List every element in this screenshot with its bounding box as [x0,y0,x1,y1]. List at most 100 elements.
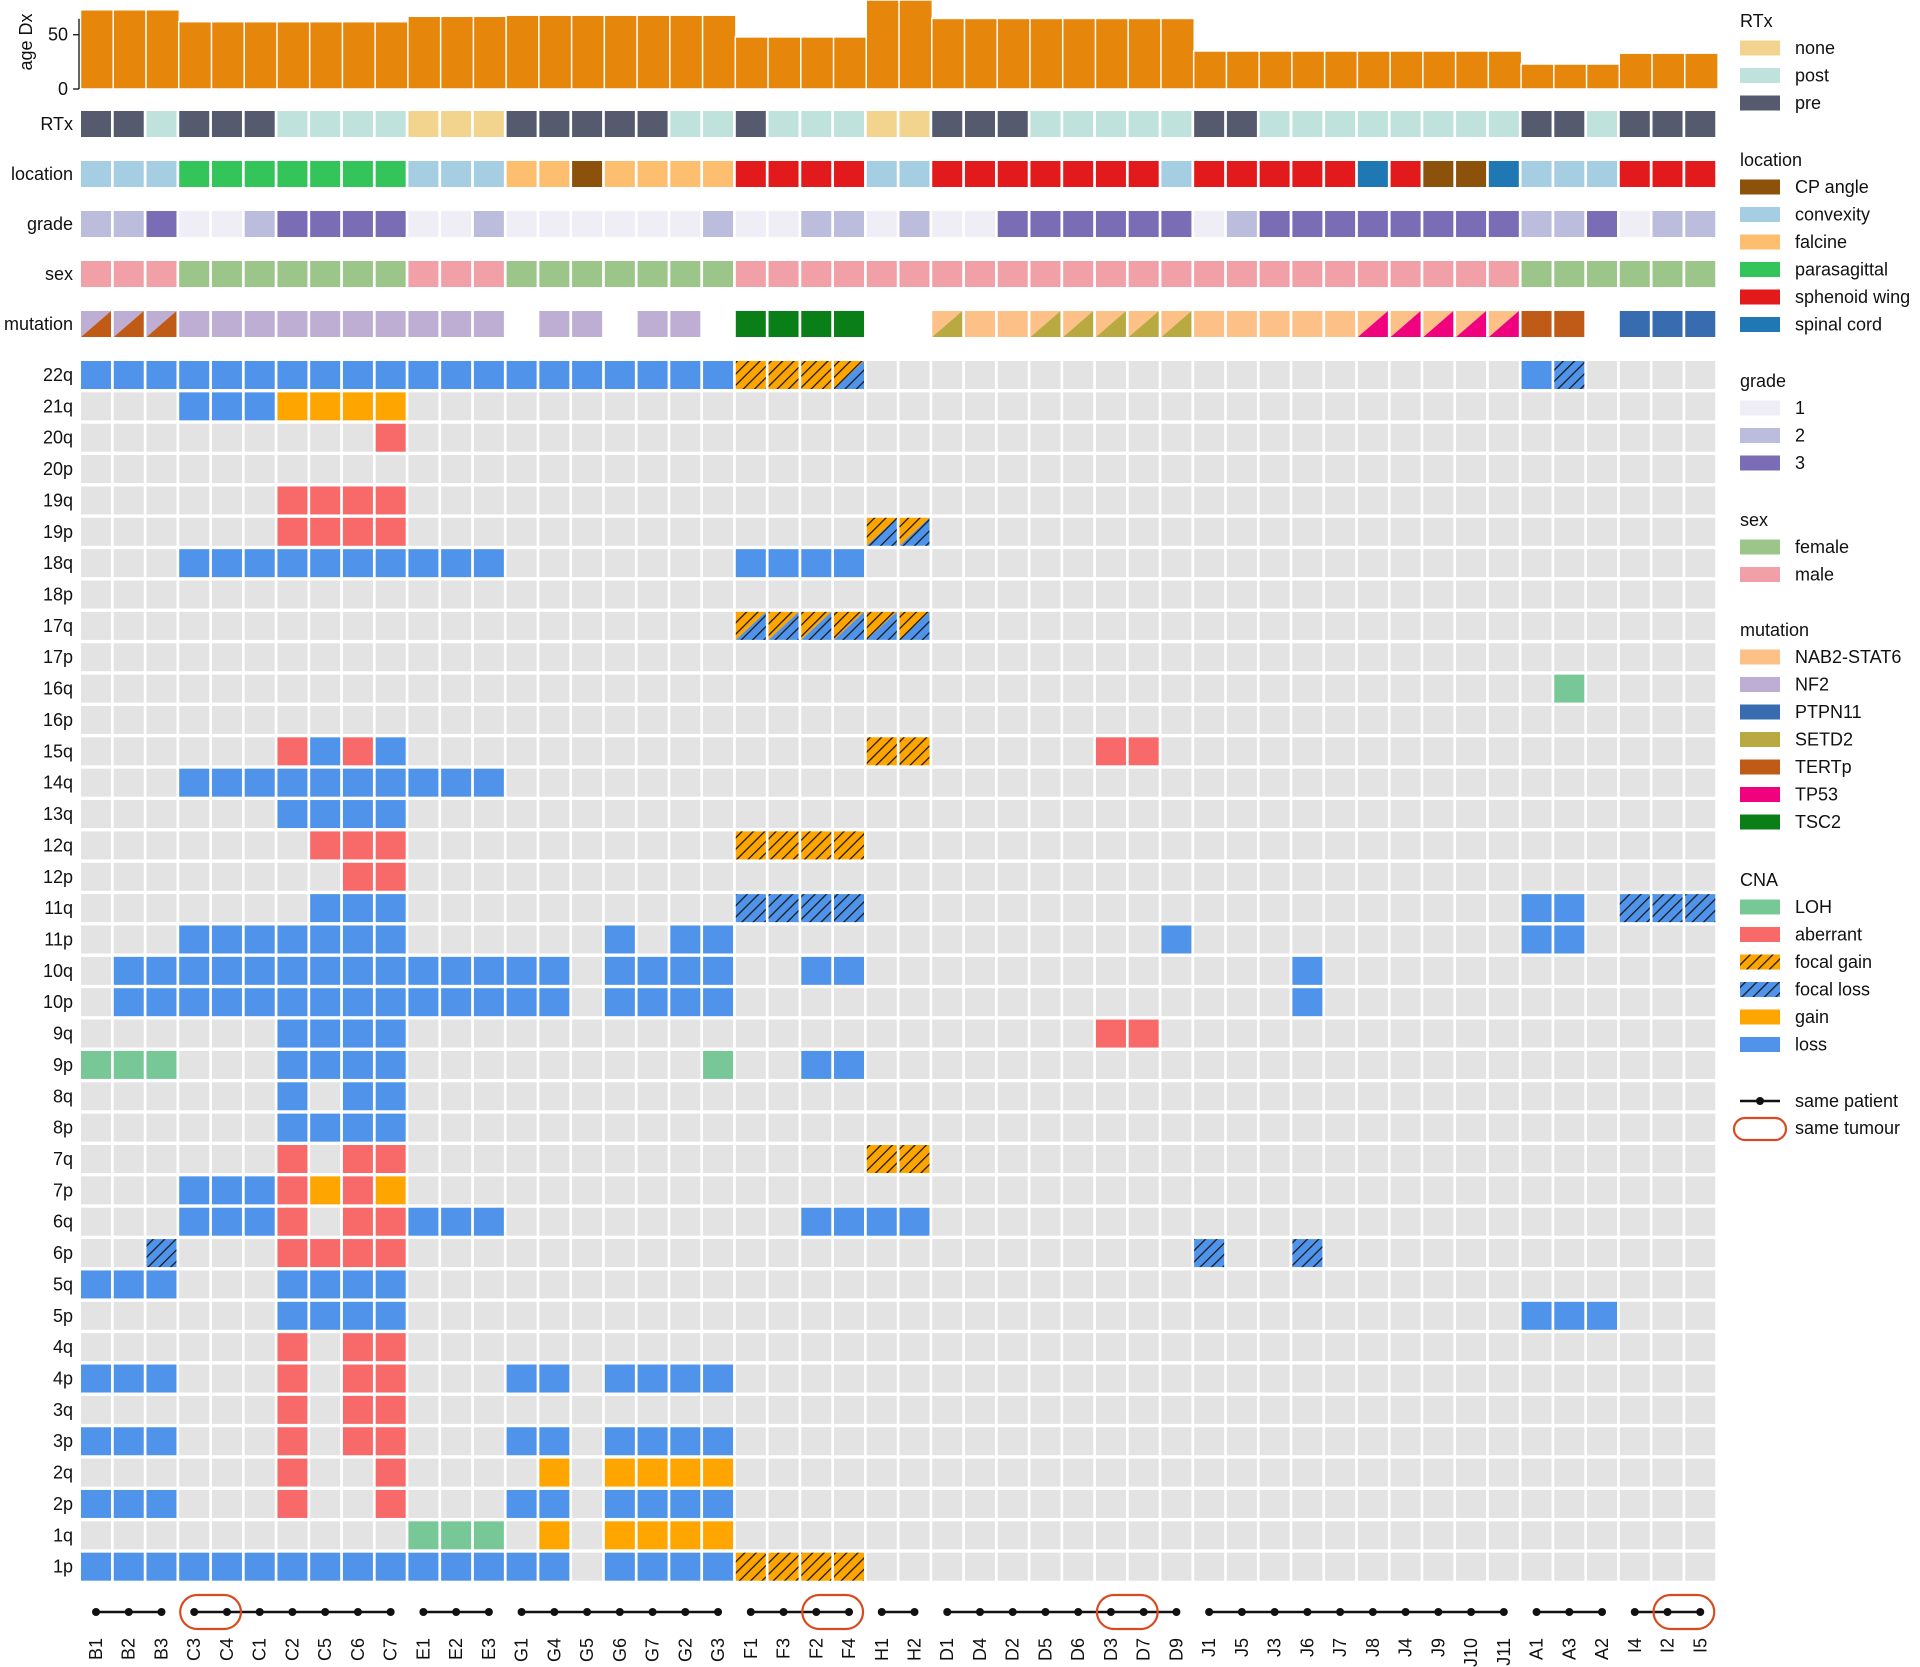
cna-cell-8q-F1 [735,1082,766,1111]
cna-cell-10q-G5 [572,956,603,985]
cna-cell-20q-D5 [1030,423,1061,452]
cna-cell-12p-J3 [1259,862,1290,891]
cna-cell-14q-A1 [1521,768,1552,797]
cna-cell-8q-E1 [408,1082,439,1111]
track-mutation-D7-b [1128,311,1159,337]
track-RTx-E1 [408,111,439,137]
track-RTx-D7 [1128,111,1159,137]
cna-cell-21q-H1 [866,392,897,421]
track-sex-C4 [211,261,242,287]
cna-cell-21q-J4 [1390,392,1421,421]
cna-cell-15q-D1 [932,737,963,766]
cna-cell-9p-A1 [1521,1050,1552,1079]
cna-cell-7p-J6 [1292,1176,1323,1205]
cna-cell-16q-D6 [1063,674,1094,703]
cna-cell-13q-J11 [1488,800,1519,829]
cna-cell-17p-D3 [1095,643,1126,672]
age-bar-A3 [1553,63,1588,90]
sample-label-C7: C7 [381,1638,401,1661]
cna-cell-19q-J10 [1456,486,1487,515]
cna-cell-13q-J8 [1357,800,1388,829]
sample-label-A1: A1 [1527,1638,1547,1660]
cna-cell-1p-B3 [146,1552,177,1581]
cna-cell-9q-I5 [1685,1019,1716,1048]
cna-cell-4p-G3 [703,1364,734,1393]
cna-cell-3q-I2 [1652,1395,1683,1424]
track-location-A3 [1554,161,1585,187]
track-location-G1 [506,161,537,187]
cna-cell-7p-I2 [1652,1176,1683,1205]
cna-cell-6p-B3-hatch [146,1239,177,1268]
cna-cell-3q-G1 [506,1395,537,1424]
track-location-G2 [670,161,701,187]
cna-cell-6q-F3 [768,1207,799,1236]
cna-cell-7p-G6 [604,1176,635,1205]
cna-cell-20p-B1 [81,455,111,484]
cna-cell-20q-G4 [539,423,570,452]
cna-cell-12q-E3 [473,831,504,860]
cna-cell-18q-J5 [1226,549,1257,578]
cna-cell-15q-E1 [408,737,439,766]
cna-cell-10p-D3 [1095,988,1126,1017]
cna-cell-8q-I4 [1619,1082,1650,1111]
cna-cell-14q-F2 [801,768,832,797]
cna-cell-4q-J4 [1390,1333,1421,1362]
track-grade-E2 [441,211,472,237]
cna-cell-17q-F2 [801,611,832,640]
cna-cell-6p-F2 [801,1239,832,1268]
cna-cell-15q-B3 [146,737,177,766]
cna-cell-4p-J8 [1357,1364,1388,1393]
cna-cell-4p-C2 [277,1364,308,1393]
cna-cell-10p-C1 [244,988,275,1017]
track-RTx-G6 [604,111,635,137]
cna-cell-3p-J7 [1325,1427,1356,1456]
cna-cell-18q-H2 [899,549,930,578]
cna-row-label-3q: 3q [53,1400,73,1420]
cna-cell-17p-F4 [834,643,865,672]
cna-cell-3q-B3 [146,1395,177,1424]
cna-cell-17p-E3 [473,643,504,672]
cna-cell-6q-G2 [670,1207,701,1236]
cna-cell-1q-F3 [768,1521,799,1550]
legend-label-location-parasagittal: parasagittal [1795,260,1888,280]
cna-cell-2p-J11 [1488,1489,1519,1518]
legend-swatch-grade-1 [1740,400,1780,416]
cna-cell-4q-C5 [310,1333,341,1362]
cna-cell-10q-J11 [1488,956,1519,985]
cna-cell-16q-E1 [408,674,439,703]
cna-cell-9q-G4 [539,1019,570,1048]
cna-cell-5q-F3 [768,1270,799,1299]
cna-cell-9p-C5 [310,1050,341,1079]
track-sex-J9 [1423,261,1454,287]
cna-cell-12q-H2 [899,831,930,860]
track-sex-F4 [834,261,865,287]
cna-cell-4q-D9 [1161,1333,1192,1362]
age-bar-D2 [996,17,1032,90]
cna-cell-20p-J1 [1194,455,1225,484]
legend-label-mutation-SETD2: SETD2 [1795,730,1853,750]
cna-cell-22q-J11 [1488,361,1519,389]
cna-cell-12q-J10 [1456,831,1487,860]
track-sex-D1 [932,261,963,287]
cna-cell-17p-C6 [342,643,373,672]
cna-cell-2q-D5 [1030,1458,1061,1487]
cna-cell-2q-J5 [1226,1458,1257,1487]
cna-cell-12p-J8 [1357,862,1388,891]
cna-cell-7p-I5 [1685,1176,1716,1205]
cna-cell-17p-D1 [932,643,963,672]
track-sex-G6 [604,261,635,287]
cna-cell-16q-C1 [244,674,275,703]
cna-cell-4q-B1 [81,1333,111,1362]
cna-cell-15q-G5 [572,737,603,766]
cna-cell-8q-G5 [572,1082,603,1111]
cna-row-label-17q: 17q [43,616,73,636]
cna-cell-8q-G1 [506,1082,537,1111]
cna-cell-16q-G3 [703,674,734,703]
age-bar-I2 [1651,52,1687,90]
track-RTx-G4 [539,111,570,137]
cna-cell-12q-C1 [244,831,275,860]
cna-cell-11p-E1 [408,925,439,954]
cna-cell-12p-A2 [1587,862,1618,891]
cna-cell-15q-D7 [1128,737,1159,766]
cna-cell-1p-D1 [932,1552,963,1581]
